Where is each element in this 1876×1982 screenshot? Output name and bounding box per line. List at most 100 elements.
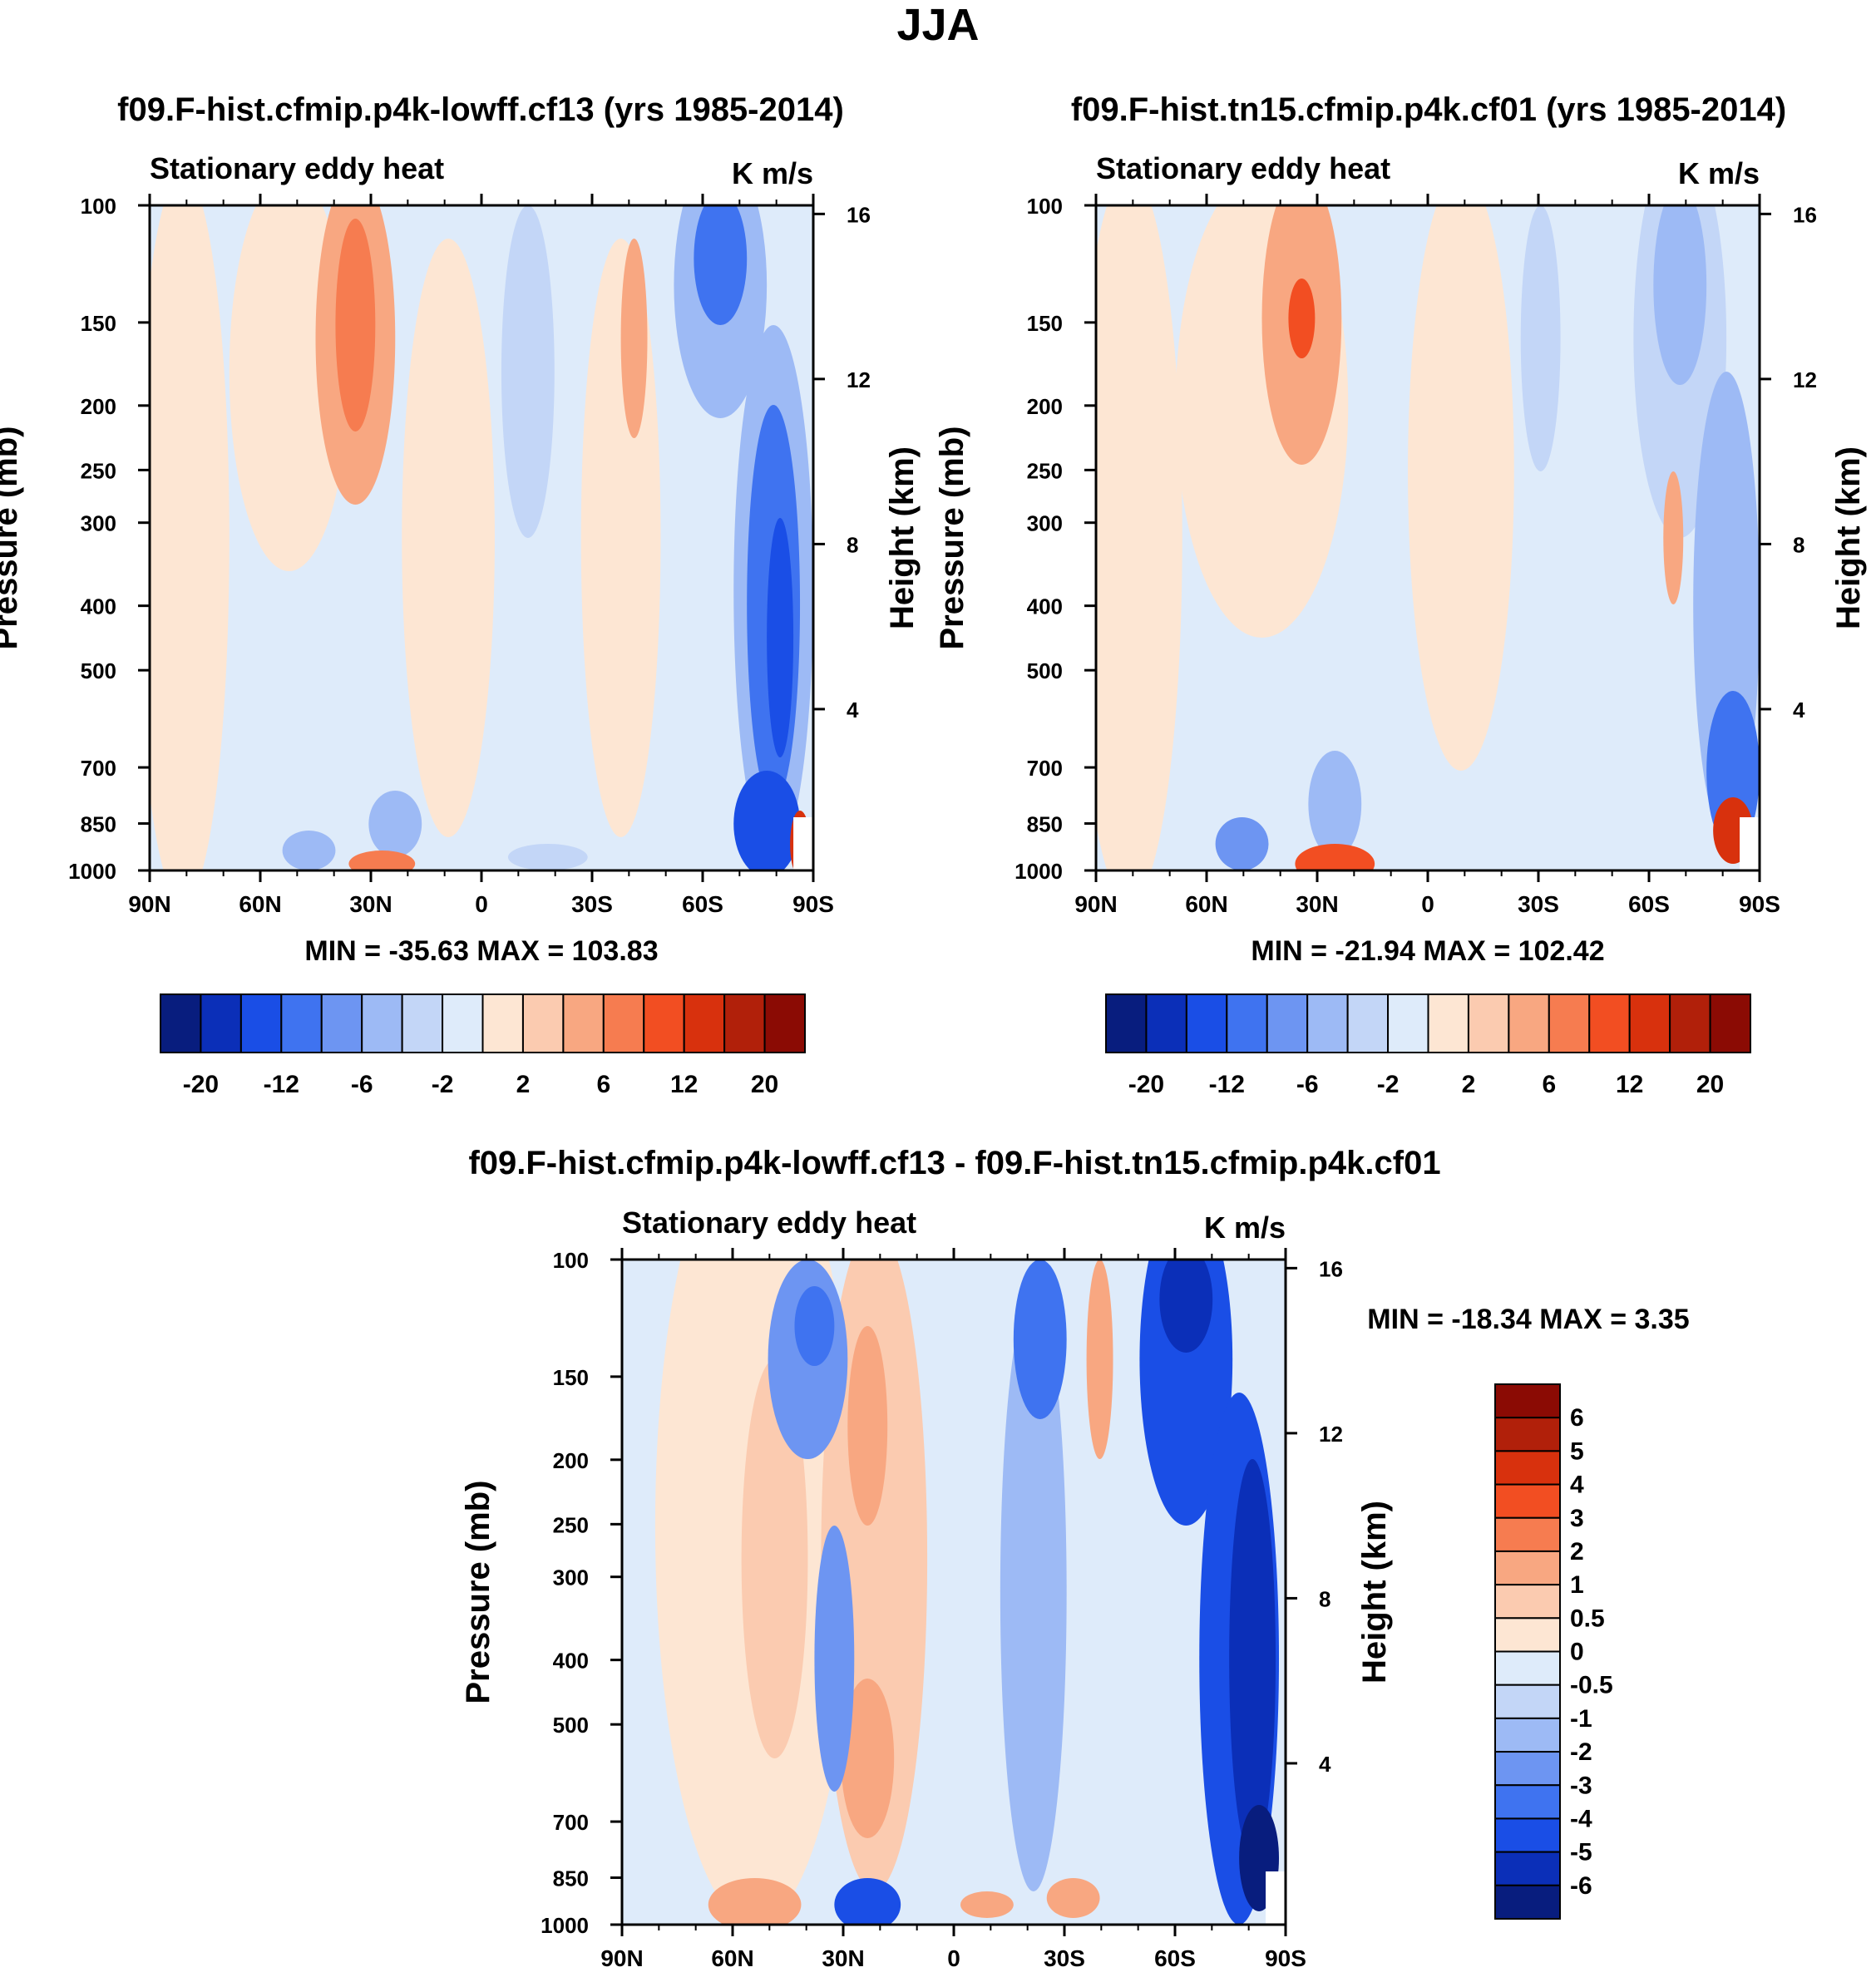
y-tick-label: 150: [1027, 311, 1063, 336]
colorbar-swatch: [200, 993, 242, 1053]
colorbar-swatch: [1628, 993, 1671, 1053]
contour-region: [1139, 1260, 1233, 1526]
colorbar-swatch: [1387, 993, 1429, 1053]
height-tick-label: 12: [1319, 1422, 1343, 1447]
contour-region: [1308, 751, 1362, 857]
height-tick-label: 12: [847, 367, 871, 392]
colorbar-label: 12: [1616, 1071, 1643, 1098]
y-axis-label: Pressure (mb): [0, 426, 24, 650]
panel-2: f09.F-hist.tn15.cfmip.p4k.cf01 (yrs 1985…: [934, 91, 1867, 1098]
x-tick-label: 60S: [1628, 891, 1670, 917]
colorbar-label: -5: [1570, 1839, 1592, 1866]
y-tick-label: 250: [1027, 458, 1063, 483]
contour-region: [814, 1526, 855, 1792]
colorbar-swatch: [1226, 993, 1268, 1053]
y-tick-label: 300: [553, 1565, 589, 1590]
contour-region: [767, 518, 794, 757]
panel-title: f09.F-hist.cfmip.p4k-lowff.cf13 (yrs 198…: [117, 91, 844, 128]
contour-region: [1229, 1459, 1276, 1858]
x-tick-label: 30N: [822, 1945, 864, 1971]
y-tick-label: 100: [81, 194, 116, 219]
y-axis-label: Pressure (mb): [934, 426, 970, 650]
panel-3: f09.F-hist.cfmip.p4k-lowff.cf13 - f09.F-…: [460, 1145, 1690, 1971]
contour-region: [1013, 1260, 1067, 1419]
y-tick-label: 400: [81, 594, 116, 619]
colorbar-swatch: [1494, 1483, 1561, 1519]
y-tick-label: 400: [1027, 594, 1063, 619]
height-axis-label: Height (km): [1830, 446, 1867, 629]
x-tick-label: 30S: [1044, 1945, 1085, 1971]
colorbar-label: 4: [1570, 1472, 1584, 1499]
y-tick-label: 1000: [541, 1913, 589, 1938]
colorbar-swatch: [1494, 1617, 1561, 1653]
contour-fills: [1096, 205, 1760, 870]
x-tick-label: 60S: [682, 891, 723, 917]
colorbar-swatch: [1548, 993, 1591, 1053]
height-tick-label: 8: [1793, 532, 1804, 557]
height-tick-label: 4: [847, 698, 859, 722]
colorbar-swatch: [562, 993, 605, 1053]
colorbar-label: 5: [1570, 1437, 1584, 1465]
contour-region: [368, 791, 422, 857]
variable-label: Stationary eddy heat: [622, 1205, 916, 1240]
colorbar-swatch: [1494, 1884, 1561, 1920]
x-tick-label: 30N: [1296, 891, 1338, 917]
contour-region: [1046, 1878, 1100, 1918]
colorbar-swatch: [1494, 1516, 1561, 1552]
colorbar-label: 2: [1570, 1538, 1584, 1565]
colorbar-swatch: [1346, 993, 1390, 1053]
colorbar-label: 3: [1570, 1505, 1584, 1532]
colorbar-swatch: [1494, 1584, 1561, 1620]
colorbar-swatch: [1494, 1851, 1561, 1886]
y-tick-label: 500: [553, 1713, 589, 1738]
colorbar-swatch: [602, 993, 645, 1053]
units-label: K m/s: [1678, 156, 1760, 190]
y-tick-label: 1000: [68, 859, 116, 884]
contour-region: [1086, 1260, 1113, 1459]
x-tick-label: 0: [475, 891, 488, 917]
y-tick-label: 150: [81, 311, 116, 336]
y-tick-label: 300: [81, 511, 116, 536]
contour-region: [402, 239, 495, 837]
height-tick-label: 16: [1793, 202, 1817, 227]
colorbar-label: -12: [1209, 1071, 1245, 1098]
terrain-mask: [1266, 1871, 1286, 1925]
colorbar-swatch: [723, 993, 766, 1053]
colorbar-swatch: [1588, 993, 1631, 1053]
height-axis-label: Height (km): [884, 446, 921, 629]
colorbar-swatch: [1494, 1450, 1561, 1486]
colorbar-swatch: [442, 993, 484, 1053]
colorbar-swatch: [1508, 993, 1550, 1053]
terrain-mask: [1740, 817, 1760, 870]
colorbar-swatch: [401, 993, 444, 1053]
contour-region: [1408, 205, 1514, 771]
x-tick-label: 90N: [128, 891, 170, 917]
x-tick-label: 60S: [1154, 1945, 1196, 1971]
contour-region: [620, 239, 648, 438]
x-tick-label: 90S: [1739, 891, 1780, 917]
contour-fills: [654, 1260, 1286, 1925]
height-tick-label: 12: [1793, 367, 1817, 392]
contour-region: [708, 1878, 802, 1925]
contour-region: [841, 1679, 895, 1838]
colorbar-swatch: [1709, 993, 1751, 1053]
x-tick-label: 90S: [792, 891, 834, 917]
colorbar-label: -20: [183, 1071, 219, 1098]
colorbar-swatch: [683, 993, 726, 1053]
y-tick-label: 500: [81, 658, 116, 683]
y-axis-label: Pressure (mb): [460, 1481, 496, 1704]
colorbar-swatch: [160, 993, 202, 1053]
colorbar-label: -20: [1128, 1071, 1164, 1098]
colorbar-swatch: [280, 993, 323, 1053]
contour-region: [1215, 817, 1269, 870]
height-tick-label: 16: [847, 202, 871, 227]
colorbar-swatch: [481, 993, 524, 1053]
colorbar-label: -6: [1570, 1872, 1592, 1900]
contour-region: [794, 1286, 835, 1366]
y-tick-label: 250: [553, 1512, 589, 1537]
x-tick-label: 30S: [1518, 891, 1559, 917]
contour-region: [741, 1359, 808, 1758]
colorbar-label: -12: [264, 1071, 299, 1098]
page-title: JJA: [896, 0, 979, 50]
